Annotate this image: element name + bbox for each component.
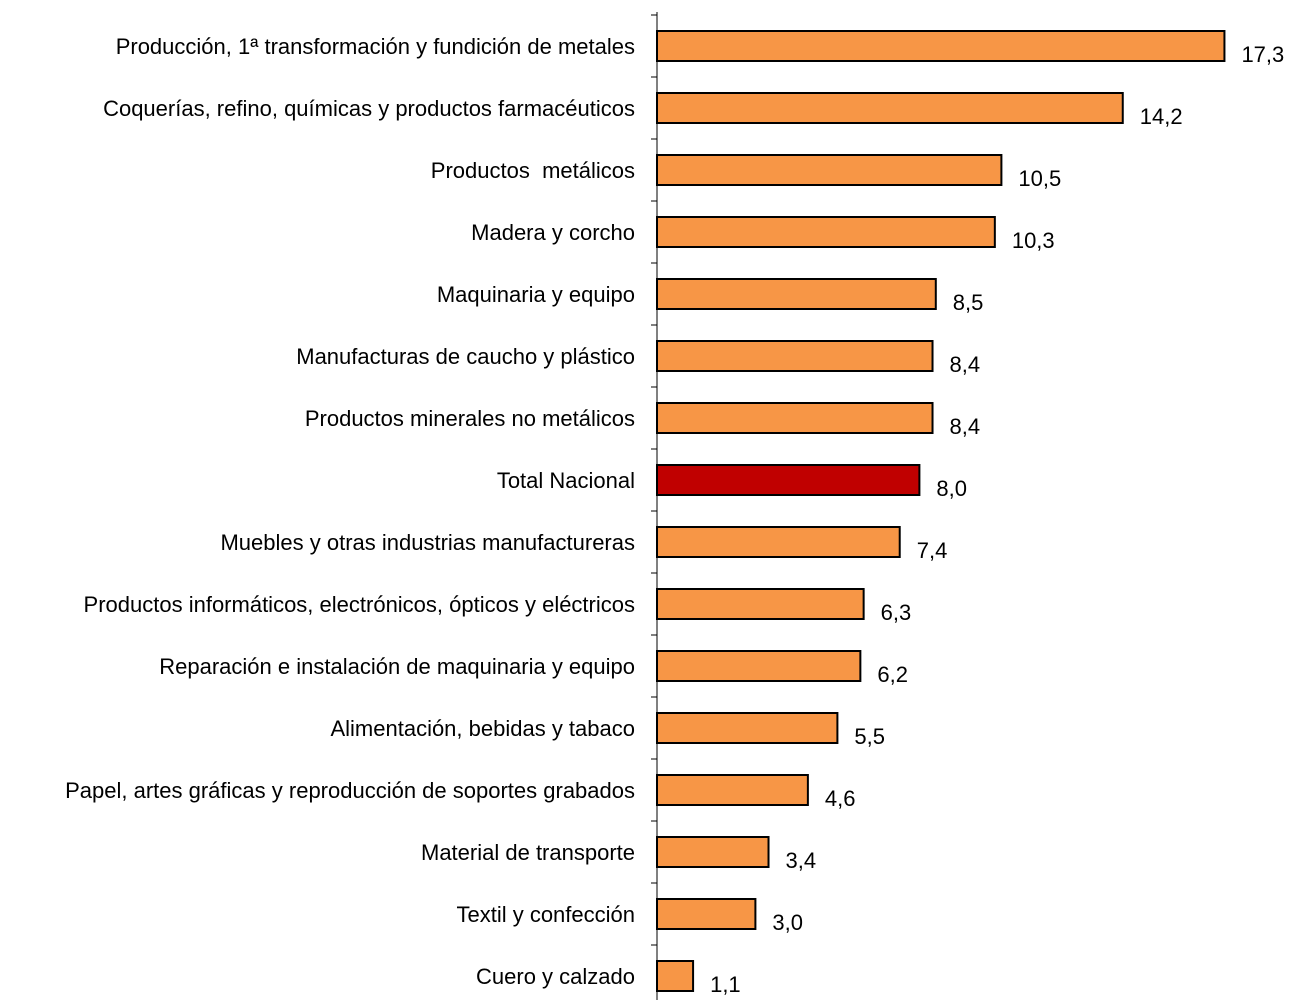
value-label: 8,4 — [950, 414, 981, 439]
labels-layer: Producción, 1ª transformación y fundició… — [65, 34, 1284, 997]
value-label: 7,4 — [917, 538, 948, 563]
bar — [656, 154, 1003, 186]
value-label: 6,2 — [877, 662, 908, 687]
category-label: Material de transporte — [421, 840, 635, 865]
category-label: Productos metálicos — [431, 158, 635, 183]
bar — [656, 650, 862, 682]
category-label: Productos informáticos, electrónicos, óp… — [84, 592, 635, 617]
bar — [656, 898, 757, 930]
value-label: 3,0 — [772, 910, 803, 935]
bar — [656, 216, 996, 248]
value-label: 5,5 — [854, 724, 885, 749]
value-label: 8,0 — [936, 476, 967, 501]
value-label: 3,4 — [786, 848, 817, 873]
bar — [656, 712, 839, 744]
value-label: 10,5 — [1018, 166, 1061, 191]
value-label: 4,6 — [825, 786, 856, 811]
value-label: 8,5 — [953, 290, 984, 315]
bar — [656, 30, 1226, 62]
bar — [656, 92, 1124, 124]
bar — [656, 402, 934, 434]
category-label: Papel, artes gráficas y reproducción de … — [65, 778, 635, 803]
category-label: Maquinaria y equipo — [437, 282, 635, 307]
category-label: Total Nacional — [497, 468, 635, 493]
value-label: 6,3 — [881, 600, 912, 625]
value-label: 17,3 — [1241, 42, 1284, 67]
bar — [656, 278, 937, 310]
category-label: Textil y confección — [456, 902, 635, 927]
bar — [656, 960, 695, 992]
category-label: Muebles y otras industrias manufacturera… — [220, 530, 635, 555]
category-label: Productos minerales no metálicos — [305, 406, 635, 431]
category-label: Alimentación, bebidas y tabaco — [330, 716, 635, 741]
category-label: Producción, 1ª transformación y fundició… — [116, 34, 635, 59]
category-axis — [651, 12, 658, 1000]
bars-layer — [656, 30, 1226, 992]
bar — [656, 526, 901, 558]
value-label: 10,3 — [1012, 228, 1055, 253]
bar — [656, 774, 809, 806]
category-label: Reparación e instalación de maquinaria y… — [159, 654, 635, 679]
bar-total-nacional — [656, 464, 921, 496]
value-label: 14,2 — [1140, 104, 1183, 129]
category-label: Madera y corcho — [471, 220, 635, 245]
bar — [656, 340, 934, 372]
category-label: Coquerías, refino, químicas y productos … — [103, 96, 635, 121]
category-label: Manufacturas de caucho y plástico — [296, 344, 635, 369]
bar — [656, 836, 770, 868]
category-label: Cuero y calzado — [476, 964, 635, 989]
value-label: 1,1 — [710, 972, 741, 997]
bar — [656, 588, 865, 620]
value-label: 8,4 — [950, 352, 981, 377]
